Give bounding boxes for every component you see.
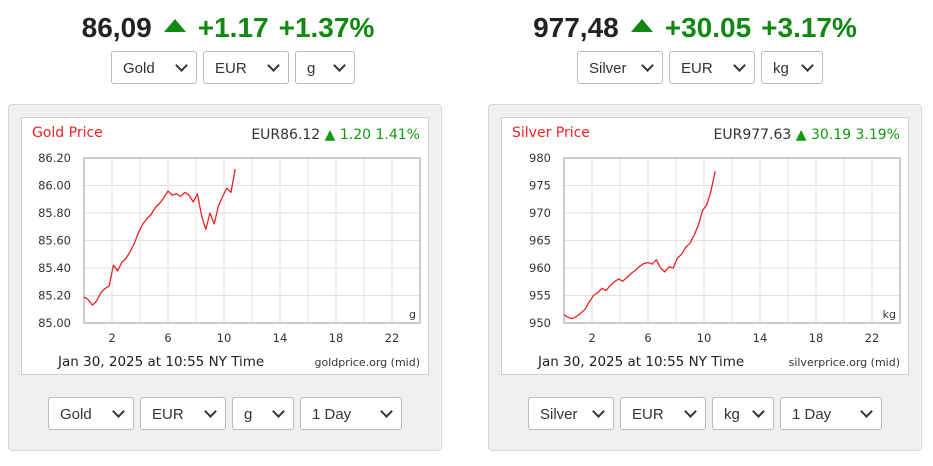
y-tick-label: 980 — [529, 151, 551, 165]
chevron-down-icon — [684, 405, 697, 418]
y-tick-label: 960 — [529, 261, 551, 275]
x-tick-label: 2 — [108, 331, 115, 345]
y-tick-label: 85.20 — [38, 289, 71, 303]
y-tick-label: 86.00 — [38, 179, 71, 193]
chevron-down-icon — [592, 405, 605, 418]
x-tick-label: 6 — [644, 331, 651, 345]
chevron-down-icon — [860, 405, 873, 418]
silver-chart: Silver Price EUR977.63 ▲ 30.19 3.19% 950 95… — [501, 117, 909, 375]
gold-chart-currency-select[interactable]: EUR — [140, 397, 226, 430]
plot-area-frame — [83, 157, 421, 324]
x-tick-label: 14 — [753, 331, 768, 345]
chevron-down-icon — [112, 405, 125, 418]
silver-bottom-selectors: Silver EUR kg 1 Day — [489, 397, 921, 430]
x-tick-label: 10 — [697, 331, 712, 345]
chart-title: Silver Price — [512, 125, 590, 141]
gold-currency-select[interactable]: EUR — [203, 51, 289, 84]
chevron-down-icon — [175, 59, 188, 72]
unit-label: kg — [883, 308, 896, 321]
silver-chart-currency-select[interactable]: EUR — [620, 397, 706, 430]
gold-chart-unit-select[interactable]: g — [232, 397, 294, 430]
silver-top-selectors: Silver EUR kg — [467, 51, 933, 84]
price-series-line — [83, 168, 236, 306]
chevron-down-icon — [752, 405, 765, 418]
gold-chart-period-select[interactable]: 1 Day — [300, 397, 402, 430]
x-tick-label: 18 — [809, 331, 824, 345]
chevron-down-icon — [272, 405, 285, 418]
gold-widget: 86,09 +1.17 +1.37% Gold EUR g Gold Price EUR8… — [0, 0, 466, 466]
silver-price-header: 977,48 +30.05 +3.17% — [467, 12, 933, 44]
chevron-down-icon — [801, 59, 814, 72]
chart-quote-readout: EUR977.63 ▲ 30.19 3.19% — [714, 127, 901, 143]
silver-up-arrow-icon — [630, 18, 653, 32]
x-tick-label: 22 — [385, 331, 400, 345]
chevron-down-icon — [204, 405, 217, 418]
chart-timestamp: Jan 30, 2025 at 10:55 NY Time — [57, 354, 264, 370]
chart-quote-readout: EUR86.12 ▲ 1.20 1.41% — [251, 127, 420, 143]
y-tick-label: 965 — [529, 234, 551, 248]
gold-up-arrow-icon — [163, 18, 186, 32]
silver-unit-select[interactable]: kg — [761, 51, 823, 84]
gold-bottom-selectors: Gold EUR g 1 Day — [9, 397, 441, 430]
chart-source: silverprice.org (mid) — [789, 356, 900, 369]
chevron-down-icon — [380, 405, 393, 418]
x-tick-label: 10 — [217, 331, 232, 345]
plot-area-frame — [563, 157, 901, 324]
gold-chart-metal-select[interactable]: Gold — [48, 397, 134, 430]
chart-title: Gold Price — [32, 125, 103, 141]
gold-chart-panel: Gold Price EUR86.12 ▲ 1.20 1.41% 85.00 85.2… — [8, 104, 442, 451]
x-tick-label: 18 — [329, 331, 344, 345]
y-tick-label: 85.80 — [38, 206, 71, 220]
silver-change-abs: +30.05 — [664, 12, 752, 43]
chevron-down-icon — [267, 59, 280, 72]
x-tick-label: 14 — [273, 331, 288, 345]
chart-timestamp: Jan 30, 2025 at 10:55 NY Time — [537, 354, 744, 370]
y-tick-label: 85.60 — [38, 234, 71, 248]
y-tick-label: 85.40 — [38, 261, 71, 275]
gold-change-pct: +1.37% — [278, 12, 375, 43]
gold-price-chart: Gold Price EUR86.12 ▲ 1.20 1.41% 85.00 85.2… — [32, 125, 421, 370]
chart-source: goldprice.org (mid) — [315, 356, 421, 369]
silver-price-chart: Silver Price EUR977.63 ▲ 30.19 3.19% 950 95… — [512, 125, 901, 370]
gold-chart: Gold Price EUR86.12 ▲ 1.20 1.41% 85.00 85.2… — [21, 117, 429, 375]
chevron-down-icon — [733, 59, 746, 72]
gold-price-header: 86,09 +1.17 +1.37% — [0, 12, 466, 44]
y-tick-label: 970 — [529, 206, 551, 220]
gold-change-abs: +1.17 — [197, 12, 269, 43]
silver-chart-period-select[interactable]: 1 Day — [780, 397, 882, 430]
y-tick-label: 955 — [529, 289, 551, 303]
silver-metal-select[interactable]: Silver — [577, 51, 663, 84]
chevron-down-icon — [641, 59, 654, 72]
y-tick-label: 975 — [529, 179, 551, 193]
silver-change-pct: +3.17% — [761, 12, 857, 43]
silver-chart-panel: Silver Price EUR977.63 ▲ 30.19 3.19% 950 95… — [488, 104, 922, 451]
gold-top-selectors: Gold EUR g — [0, 51, 466, 84]
y-tick-label: 86.20 — [38, 151, 71, 165]
y-tick-label: 950 — [529, 316, 551, 330]
chevron-down-icon — [333, 59, 346, 72]
gold-spot-price: 86,09 — [81, 12, 152, 43]
gold-metal-select[interactable]: Gold — [111, 51, 197, 84]
silver-chart-metal-select[interactable]: Silver — [528, 397, 614, 430]
silver-chart-unit-select[interactable]: kg — [712, 397, 774, 430]
silver-spot-price: 977,48 — [533, 12, 619, 43]
silver-widget: 977,48 +30.05 +3.17% Silver EUR kg Silver Pr… — [467, 0, 933, 466]
unit-label: g — [409, 308, 416, 321]
x-tick-label: 2 — [588, 331, 595, 345]
x-tick-label: 22 — [865, 331, 880, 345]
price-series-line — [563, 171, 716, 320]
y-tick-label: 85.00 — [38, 316, 71, 330]
silver-currency-select[interactable]: EUR — [669, 51, 755, 84]
x-tick-label: 6 — [164, 331, 171, 345]
gold-unit-select[interactable]: g — [295, 51, 355, 84]
